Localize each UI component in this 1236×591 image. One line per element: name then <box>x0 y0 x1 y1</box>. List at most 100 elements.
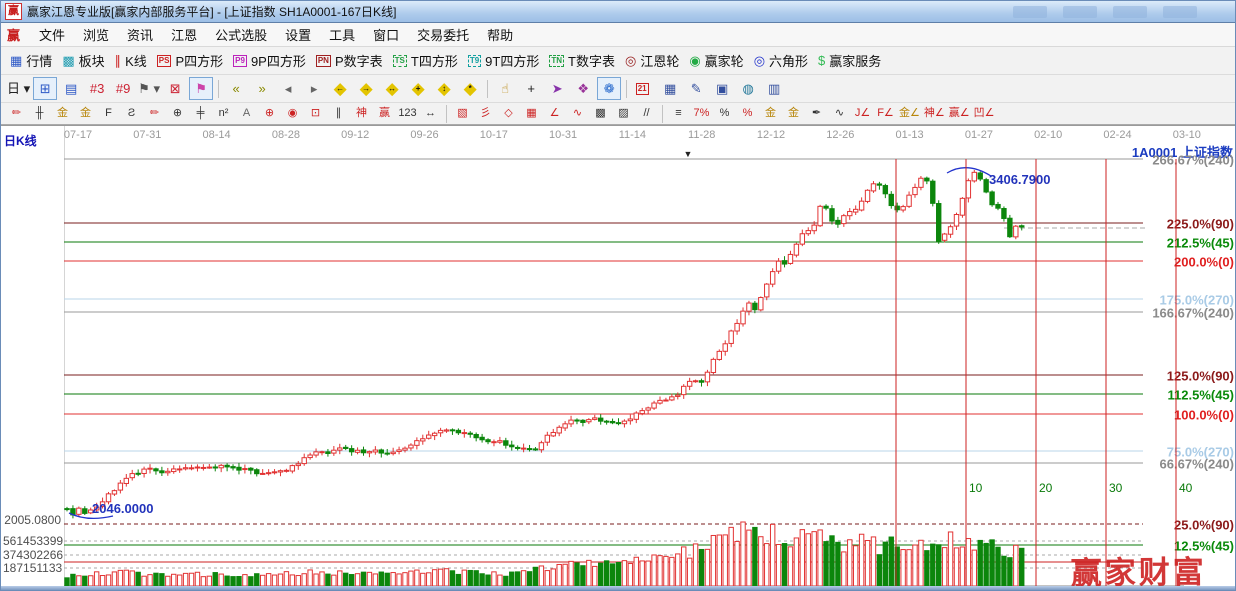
win-grid-icon[interactable]: 赢 <box>379 107 390 119</box>
info-panel-icon[interactable]: ▤ <box>64 81 78 96</box>
menu-item-3[interactable]: 江恩 <box>171 28 198 43</box>
p-table-button[interactable]: PN P数字表 <box>315 50 383 72</box>
diamond-left-button[interactable]: ◆ ← <box>333 79 347 98</box>
flag-dropdown[interactable]: ⚑ ▾ <box>138 81 161 96</box>
diamond-star-button[interactable]: ◆ * <box>463 79 477 98</box>
skip-first-button[interactable]: « <box>232 81 240 96</box>
grid-tool-icon[interactable]: ╫ <box>35 107 44 119</box>
title-bar[interactable]: 赢 赢家江恩专业版[赢家内部服务平台] - [上证指数 SH1A0001-167… <box>1 1 1235 23</box>
titlebar-ghost-button[interactable] <box>1013 6 1047 18</box>
globe-icon[interactable]: ◍ <box>742 81 754 96</box>
grid-red-icon[interactable]: ⊠ <box>169 81 181 96</box>
9p-square-button[interactable]: P9 9P四方形 <box>233 50 306 72</box>
skip-last-button[interactable]: » <box>258 81 266 96</box>
fan-lines-icon[interactable]: 彡 <box>480 107 491 119</box>
win-angle-icon[interactable]: 赢∠ <box>948 107 970 119</box>
wave-icon[interactable]: ∿ <box>834 107 845 119</box>
zigzag-icon[interactable]: ∿ <box>572 107 583 119</box>
gann-grid-icon[interactable]: ⊞ <box>33 77 58 100</box>
grid-box-icon[interactable]: ▦ <box>526 107 537 119</box>
pointer-query-icon[interactable]: ➤ <box>551 81 563 96</box>
analysis-brain-icon[interactable]: ❁ <box>597 77 622 100</box>
black-grid-icon[interactable]: ▩ <box>595 107 606 119</box>
workstation-icon[interactable]: ▥ <box>767 81 781 96</box>
hexagon-button[interactable]: ◎ 六角形 <box>754 50 808 72</box>
f-grid-icon[interactable]: F <box>105 107 112 119</box>
polygon-icon[interactable]: ◇ <box>504 107 513 119</box>
t-square-button[interactable]: TS T四方形 <box>392 50 458 72</box>
compass-icon[interactable]: ⊕ <box>264 107 275 119</box>
angle-icon[interactable]: ∠ <box>549 107 560 119</box>
period-daily-dropdown[interactable]: 日 ▾ <box>7 81 31 96</box>
pct-icon[interactable]: % <box>719 107 730 119</box>
notepad-icon[interactable]: ✎ <box>690 81 702 96</box>
ao-angle-icon[interactable]: 凹∠ <box>973 107 995 119</box>
brush2-icon[interactable]: ✏ <box>149 107 160 119</box>
j-angle-icon[interactable]: J∠ <box>854 107 871 119</box>
winner-service-button[interactable]: $ 赢家服务 <box>818 50 881 72</box>
menu-item-5[interactable]: 设置 <box>285 28 312 43</box>
f-angle-icon[interactable]: F∠ <box>877 107 894 119</box>
menu-item-9[interactable]: 帮助 <box>487 28 514 43</box>
circle-grid-icon[interactable]: ⊕ <box>172 107 183 119</box>
shen-angle-icon[interactable]: 神∠ <box>923 107 945 119</box>
titlebar-ghost-button[interactable] <box>1163 6 1197 18</box>
menu-item-6[interactable]: 工具 <box>329 28 356 43</box>
menu-item-8[interactable]: 交易委托 <box>417 28 470 43</box>
s-grid-icon[interactable]: Ƨ <box>127 107 136 119</box>
pan-hand-icon[interactable]: ☝ <box>501 81 510 96</box>
menu-item-1[interactable]: 浏览 <box>83 28 110 43</box>
diamond-hspan-button[interactable]: ◆ ↔ <box>385 79 399 98</box>
gold-circle-icon[interactable]: 金 <box>765 107 776 119</box>
n2-icon[interactable]: n² <box>218 107 229 119</box>
gold-angle-icon[interactable]: 金∠ <box>899 107 920 119</box>
diamond-right-button[interactable]: ◆ → <box>359 79 373 98</box>
black-grid2-icon[interactable]: ▨ <box>618 107 629 119</box>
gold-grid-icon[interactable]: 金 <box>57 107 68 119</box>
save-icon[interactable]: ▣ <box>715 81 729 96</box>
width-icon[interactable]: ↔ <box>425 107 436 119</box>
bars-9-icon[interactable]: #9 <box>115 81 131 96</box>
calendar-icon[interactable]: 21 <box>632 77 656 100</box>
purple-tool-icon[interactable]: ❖ <box>577 81 589 96</box>
web-circle-icon[interactable]: ◉ <box>287 107 298 119</box>
pct-line-icon[interactable]: % <box>742 107 753 119</box>
diamond-cross-button[interactable]: ◆ + <box>411 79 425 98</box>
mirror-a-icon[interactable]: A <box>242 107 251 119</box>
bars-3-icon[interactable]: #3 <box>89 81 105 96</box>
kline-button[interactable]: ∥ K线 <box>115 50 147 72</box>
titlebar-ghost-button[interactable] <box>1063 6 1097 18</box>
red-square-icon[interactable]: ▧ <box>457 107 468 119</box>
step-back-button[interactable]: ◂ <box>284 81 292 96</box>
web-square-icon[interactable]: ⊡ <box>310 107 321 119</box>
candle-pen-icon[interactable]: ✒ <box>811 107 822 119</box>
kbars-icon[interactable]: ∥ <box>335 107 342 119</box>
winner-wheel-button[interactable]: ◉ 赢家轮 <box>689 50 743 72</box>
menu-item-0[interactable]: 文件 <box>39 28 66 43</box>
menu-item-7[interactable]: 窗口 <box>373 28 400 43</box>
menu-item-2[interactable]: 资讯 <box>127 28 154 43</box>
gold-line-icon[interactable]: 金 <box>788 107 799 119</box>
t-table-button[interactable]: TN T数字表 <box>549 50 615 72</box>
shen-grid-icon[interactable]: 神 <box>356 107 367 119</box>
titlebar-ghost-button[interactable] <box>1113 6 1147 18</box>
gann-wheel-button[interactable]: ◎ 江恩轮 <box>625 50 679 72</box>
crosshair-icon[interactable]: + <box>527 81 535 96</box>
9t-square-button[interactable]: T9 9T四方形 <box>467 50 539 72</box>
flag-colored-icon[interactable]: ⚑ <box>189 77 214 100</box>
ebars-icon[interactable]: ≡ <box>675 107 682 119</box>
diag-lines-icon[interactable]: // <box>643 107 650 119</box>
diamond-vspan-button[interactable]: ◆ ↕ <box>437 79 451 98</box>
p-square-button[interactable]: PS P四方形 <box>156 50 223 72</box>
sectors-button[interactable]: ▩ 板块 <box>62 50 104 72</box>
hash-icon[interactable]: ╪ <box>196 107 205 119</box>
pct7-icon[interactable]: 7% <box>693 107 710 119</box>
calculator-icon[interactable]: ▦ <box>663 81 677 96</box>
num-grid-icon[interactable]: 123 <box>398 107 417 119</box>
quotes-button[interactable]: ▦ 行情 <box>10 50 52 72</box>
menu-item-4[interactable]: 公式选股 <box>215 28 268 43</box>
brush-icon[interactable]: ✏ <box>11 107 22 119</box>
gold-grid2-icon[interactable]: 金 <box>80 107 91 119</box>
step-forward-button[interactable]: ▸ <box>310 81 318 96</box>
